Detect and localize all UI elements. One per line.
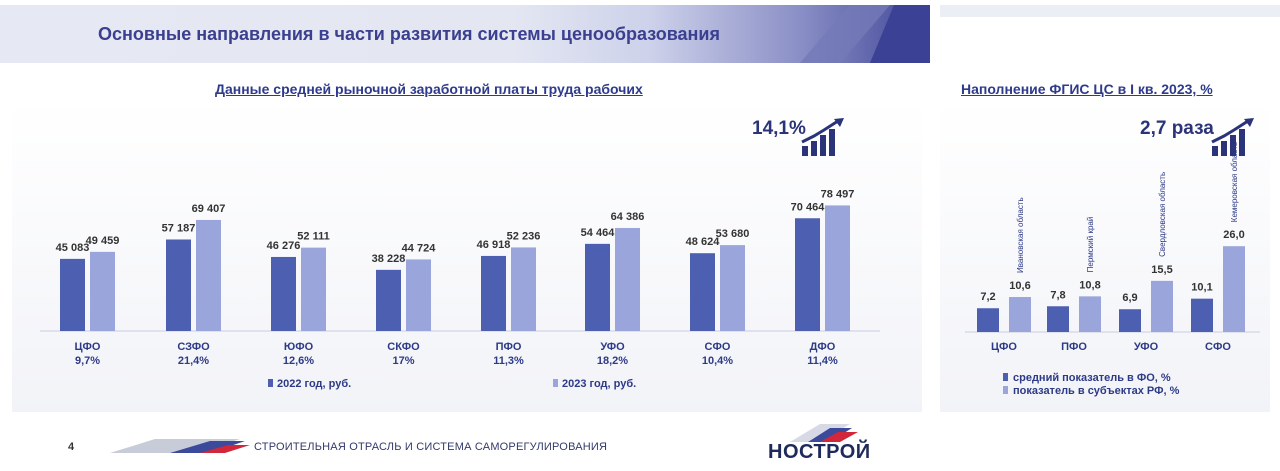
footer-stripes-decor	[110, 439, 250, 453]
data-label: 15,5	[1151, 264, 1172, 276]
bar	[301, 247, 326, 331]
category-label: СЗФО	[177, 341, 210, 353]
data-label: 10,8	[1079, 279, 1100, 291]
growth-chart-icon	[1211, 118, 1254, 156]
bar	[60, 258, 85, 331]
category-label: ПФО	[496, 341, 522, 353]
bar	[795, 218, 820, 331]
bar	[1191, 298, 1213, 332]
footer-text: СТРОИТЕЛЬНАЯ ОТРАСЛЬ И СИСТЕМА САМОРЕГУЛ…	[254, 441, 608, 453]
category-percent-label: 10,4%	[702, 355, 733, 367]
category-label: ЦФО	[75, 341, 101, 353]
data-label: 10,6	[1009, 280, 1030, 292]
bar	[1009, 297, 1031, 332]
data-label: 54 464	[581, 227, 616, 239]
right-chart-subtitle: Наполнение ФГИС ЦС в I кв. 2023, %	[961, 81, 1213, 97]
category-percent-label: 11,4%	[807, 355, 838, 367]
data-label: 46 918	[477, 239, 511, 251]
subject-label: Кемеровская область	[1230, 142, 1239, 222]
bar	[977, 308, 999, 332]
category-percent-label: 21,4%	[178, 355, 209, 367]
bar	[511, 247, 536, 331]
legend-label: 2023 год, руб.	[562, 378, 636, 390]
subject-label: Пермский край	[1086, 217, 1095, 273]
bar	[406, 259, 431, 331]
data-label: 44 724	[402, 242, 437, 254]
bar	[1223, 246, 1245, 332]
bar	[1047, 306, 1069, 332]
category-label: СКФО	[387, 341, 420, 353]
right-bar-chart: 7,2 10,6 Ивановская область ЦФО 7,8 10,8 Пермс…	[965, 142, 1260, 397]
data-label: 52 111	[297, 231, 329, 243]
legend-swatch	[553, 379, 558, 387]
logo: НОСТРОЙ	[768, 441, 871, 463]
data-label: 6,9	[1122, 292, 1137, 304]
bar	[690, 253, 715, 331]
category-percent-label: 17%	[392, 355, 414, 367]
bar	[1119, 309, 1141, 332]
category-label: СФО	[1205, 341, 1231, 353]
data-label: 7,8	[1050, 289, 1065, 301]
data-label: 69 407	[192, 203, 226, 215]
bar	[481, 255, 506, 331]
data-label: 64 386	[611, 211, 645, 223]
bar	[585, 243, 610, 331]
category-label: СФО	[705, 341, 731, 353]
category-label: УФО	[600, 341, 625, 353]
data-label: 7,2	[980, 291, 995, 303]
category-percent-label: 11,3%	[493, 355, 524, 367]
bar	[720, 245, 745, 331]
bar	[376, 269, 401, 331]
page-title: Основные направления в части развития си…	[98, 24, 720, 44]
category-label: ЮФО	[284, 341, 314, 353]
left-chart-subtitle: Данные средней рыночной заработной платы…	[215, 81, 643, 97]
bar	[825, 205, 850, 331]
bar	[271, 256, 296, 331]
category-label: ДФО	[810, 341, 836, 353]
legend-label: средний показатель в ФО, %	[1013, 372, 1171, 384]
bar	[166, 239, 191, 331]
bar	[615, 227, 640, 331]
subject-label: Свердловская область	[1158, 172, 1167, 257]
category-percent-label: 9,7%	[75, 355, 100, 367]
right-growth-stat: 2,7 раза	[1140, 118, 1214, 139]
title-band: Основные направления в части развития си…	[0, 5, 930, 63]
bar	[196, 219, 221, 331]
data-label: 78 497	[821, 188, 855, 200]
data-label: 45 083	[56, 242, 90, 254]
category-percent-label: 18,2%	[597, 355, 628, 367]
growth-chart-icon	[801, 118, 844, 156]
data-label: 49 459	[86, 235, 120, 247]
category-label: ЦФО	[991, 341, 1017, 353]
legend-swatch	[1003, 373, 1008, 381]
data-label: 52 236	[507, 230, 541, 242]
data-label: 70 464	[791, 201, 826, 213]
data-label: 38 228	[372, 253, 406, 265]
subject-label: Ивановская область	[1016, 197, 1025, 273]
logo-flag-icon	[790, 424, 858, 442]
data-label: 26,0	[1223, 229, 1244, 241]
legend-swatch	[268, 379, 273, 387]
legend-label: показатель в субъектах РФ, %	[1013, 385, 1180, 397]
page-number: 4	[68, 441, 75, 453]
category-label: ПФО	[1061, 341, 1087, 353]
bar	[90, 251, 115, 331]
category-percent-label: 12,6%	[283, 355, 314, 367]
data-label: 10,1	[1191, 282, 1212, 294]
data-label: 48 624	[686, 236, 721, 248]
data-label: 53 680	[716, 228, 750, 240]
data-label: 46 276	[267, 240, 301, 252]
left-growth-stat: 14,1%	[752, 118, 806, 139]
bar	[1151, 280, 1173, 332]
legend-label: 2022 год, руб.	[277, 378, 351, 390]
left-chart-panel	[12, 100, 922, 412]
bar	[1079, 296, 1101, 332]
top-right-band	[940, 5, 1280, 17]
legend-swatch	[1003, 386, 1008, 394]
data-label: 57 187	[162, 223, 196, 235]
category-label: УФО	[1134, 341, 1159, 353]
